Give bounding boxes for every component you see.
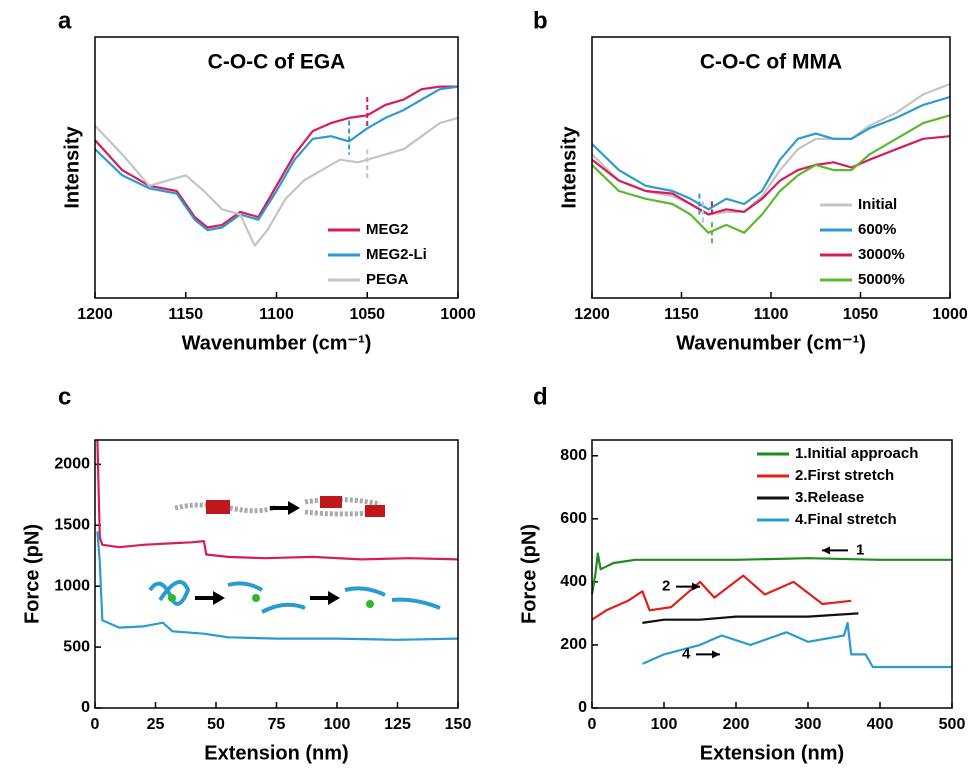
data-line [590,552,952,595]
y-tick-label: 1500 [54,516,90,533]
x-tick-label: 75 [268,716,286,733]
legend-label: MEG2-Li [366,246,427,263]
data-line [591,82,951,216]
legend-label: 1.Initial approach [795,445,918,462]
x-tick-label: 1000 [932,306,968,323]
data-line [96,531,459,641]
y-tick-label: 500 [63,638,90,655]
x-tick-label: 300 [795,716,822,733]
y-axis-label: Force (pN) [518,524,540,624]
legend-label: PEGA [366,271,409,288]
annotation-arrowhead [692,582,700,591]
y-tick-label: 800 [560,447,587,464]
x-tick-label: 0 [91,716,100,733]
data-line [591,114,951,234]
y-tick-label: 400 [560,573,587,590]
y-tick-label: 600 [560,510,587,527]
legend-label: 2.First stretch [795,467,894,484]
x-axis-label: Wavenumber (cm⁻¹) [182,332,372,354]
x-tick-label: 150 [445,716,472,733]
x-tick-label: 1200 [574,306,610,323]
x-tick-label: 25 [147,716,165,733]
panel-label: b [533,7,548,34]
legend-label: 3000% [858,246,905,263]
data-line [591,574,852,621]
data-line [591,95,951,211]
annotation-arrowhead [712,650,720,659]
annotation-arrowhead [822,546,830,555]
x-tick-label: 125 [384,716,411,733]
y-tick-label: 0 [578,699,587,716]
panel-label: c [58,383,71,410]
panel-label: a [58,7,72,34]
x-tick-label: 1050 [843,306,879,323]
data-line [591,135,951,216]
x-tick-label: 0 [588,716,597,733]
x-tick-label: 1150 [168,306,203,323]
data-line [94,85,458,229]
x-tick-label: 500 [939,716,966,733]
legend-label: 3.Release [795,489,864,506]
data-line [96,439,459,561]
inset-top [174,496,386,517]
legend-label: MEG2 [366,221,409,238]
data-line [642,612,859,624]
x-tick-label: 200 [723,716,750,733]
data-line [94,85,459,232]
x-tick-label: 1150 [664,306,699,323]
plot-frame [591,36,951,299]
y-tick-label: 0 [81,699,90,716]
y-tick-label: 200 [560,636,587,653]
legend-label: Initial [858,196,897,213]
x-axis-label: Extension (nm) [204,742,348,764]
plot-frame [94,439,459,709]
annotation: 4 [682,645,691,662]
y-tick-label: 2000 [54,456,90,473]
x-tick-label: 1100 [754,306,789,323]
chart-title: C-O-C of MMA [700,51,842,74]
annotation: 1 [856,541,864,558]
x-tick-label: 100 [651,716,678,733]
x-tick-label: 400 [867,716,894,733]
plot-frame [94,36,459,299]
annotation: 2 [662,578,670,595]
x-tick-label: 1200 [77,306,113,323]
y-axis-label: Intensity [61,126,83,209]
data-line [641,621,952,669]
inset-bottom [148,580,441,614]
legend-label: 4.Final stretch [795,511,897,528]
y-tick-label: 1000 [54,577,90,594]
x-axis-label: Wavenumber (cm⁻¹) [676,332,866,354]
x-tick-label: 50 [207,716,225,733]
x-tick-label: 1100 [259,306,294,323]
x-tick-label: 1050 [349,306,385,323]
y-axis-label: Force (pN) [21,524,43,624]
x-axis-label: Extension (nm) [700,742,844,764]
x-tick-label: 1000 [440,306,476,323]
legend-label: 5000% [858,271,905,288]
data-line [94,116,459,247]
x-tick-label: 100 [324,716,351,733]
legend-label: 600% [858,221,896,238]
plot-frame [591,439,953,709]
chart-title: C-O-C of EGA [208,51,346,74]
y-axis-label: Intensity [558,126,580,209]
panel-label: d [533,383,548,410]
